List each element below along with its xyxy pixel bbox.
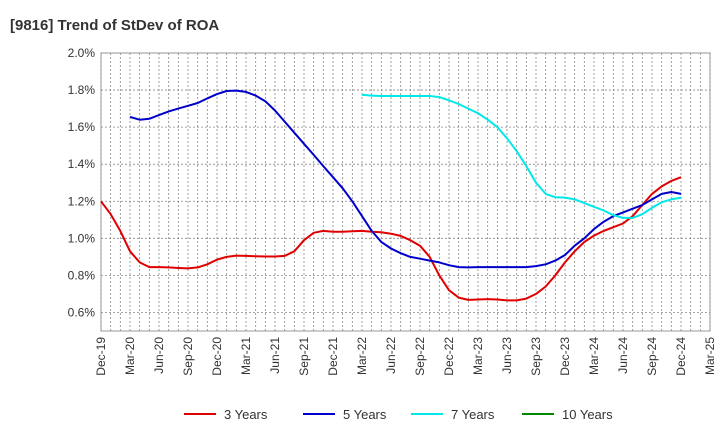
x-tick-label: Dec-24 bbox=[674, 337, 688, 376]
y-axis-ticks: 0.6% 0.8% 1.0% 1.2% 1.4% 1.6% 1.8% 2.0% bbox=[68, 46, 96, 319]
x-tick-label: Sep-24 bbox=[645, 337, 659, 376]
x-tick-label: Sep-23 bbox=[529, 337, 543, 376]
legend-label: 5 Years bbox=[343, 407, 387, 422]
y-tick-label: 1.2% bbox=[68, 194, 96, 208]
legend-label: 10 Years bbox=[562, 407, 613, 422]
x-tick-label: Sep-20 bbox=[181, 337, 195, 376]
x-tick-label: Jun-22 bbox=[384, 337, 398, 374]
x-tick-label: Sep-21 bbox=[297, 337, 311, 376]
x-tick-label: Dec-19 bbox=[94, 337, 108, 376]
legend: 3 Years 5 Years 7 Years 10 Years bbox=[184, 407, 613, 422]
x-tick-label: Dec-23 bbox=[558, 337, 572, 376]
series-line-3-years bbox=[100, 176, 682, 302]
x-tick-label: Mar-24 bbox=[587, 337, 601, 375]
y-tick-label: 1.4% bbox=[68, 157, 96, 171]
plot-area bbox=[100, 52, 711, 332]
x-tick-label: Mar-20 bbox=[123, 337, 137, 375]
y-tick-label: 1.0% bbox=[68, 231, 96, 245]
x-tick-label: Dec-21 bbox=[326, 337, 340, 376]
x-tick-label: Mar-25 bbox=[703, 337, 717, 375]
x-tick-label: Sep-22 bbox=[413, 337, 427, 376]
x-tick-label: Jun-23 bbox=[500, 337, 514, 374]
series-line-7-years bbox=[361, 93, 682, 219]
x-tick-label: Mar-22 bbox=[355, 337, 369, 375]
x-tick-label: Mar-23 bbox=[471, 337, 485, 375]
x-tick-label: Dec-20 bbox=[210, 337, 224, 376]
y-tick-label: 2.0% bbox=[68, 46, 96, 60]
series-lines bbox=[100, 89, 682, 302]
x-axis-ticks: Dec-19 Mar-20 Jun-20 Sep-20 Dec-20 Mar-21 Jun-… bbox=[94, 337, 717, 376]
series-line-5-years bbox=[129, 89, 682, 269]
x-tick-label: Jun-20 bbox=[152, 337, 166, 374]
y-tick-label: 1.8% bbox=[68, 83, 96, 97]
y-tick-label: 0.8% bbox=[68, 268, 96, 282]
x-tick-label: Mar-21 bbox=[239, 337, 253, 375]
chart-title: [9816] Trend of StDev of ROA bbox=[10, 17, 219, 34]
y-tick-label: 1.6% bbox=[68, 120, 96, 134]
y-tick-label: 0.6% bbox=[68, 305, 96, 319]
x-tick-label: Jun-24 bbox=[616, 337, 630, 374]
legend-label: 3 Years bbox=[224, 407, 268, 422]
grid-lines bbox=[100, 52, 711, 331]
x-tick-label: Dec-22 bbox=[442, 337, 456, 376]
x-tick-label: Jun-21 bbox=[268, 337, 282, 374]
legend-label: 7 Years bbox=[451, 407, 495, 422]
